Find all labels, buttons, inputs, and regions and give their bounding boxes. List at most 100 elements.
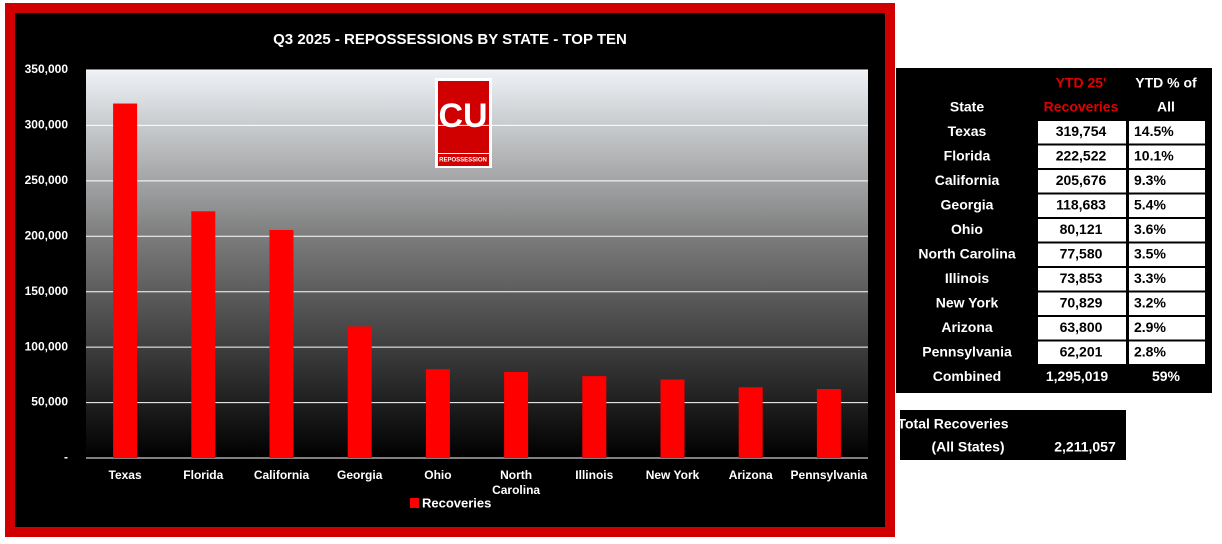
table-cell-text: 319,754 [1056,123,1107,139]
table-header: YTD % of [1135,75,1197,91]
table-cell-text: Ohio [951,221,983,237]
table-cell [1129,243,1205,266]
logo: CU REPOSSESSION [435,78,492,168]
table-cell [1038,243,1126,266]
logo-caption: REPOSSESSION [439,158,487,164]
table-cell-text: California [935,172,1000,188]
x-tick-label: Ohio [424,468,451,482]
bar [269,229,294,458]
y-tick-label: 200,000 [25,228,69,242]
total-box [900,410,1126,460]
bar [738,387,763,458]
table-cell-text: 3.2% [1134,294,1166,310]
table-cell-text: 14.5% [1134,123,1174,139]
table-header: State [950,99,984,115]
y-tick-label: 300,000 [25,118,69,132]
x-tick-label: Arizona [729,468,773,482]
total-value: 2,211,057 [1054,439,1116,455]
table-cell-text: 3.5% [1134,245,1166,261]
table-total-text: 59% [1152,368,1181,384]
table-cell [1038,121,1126,144]
table-cell-text: 70,829 [1060,294,1103,310]
table-cell-text: 10.1% [1134,147,1174,163]
x-tick-label: New York [646,468,700,482]
table-cell-text: Pennsylvania [922,343,1012,359]
logo-mark [438,81,489,153]
bar [582,376,607,458]
total-label: Total Recoveries [897,416,1008,432]
table-cell-text: 62,201 [1060,343,1103,359]
y-tick-label: 350,000 [25,62,69,76]
table-cell-text: 3.6% [1134,221,1166,237]
x-tick-label: California [254,468,310,482]
table-cell-text: Florida [944,147,991,163]
table-cell [1038,292,1126,315]
table-cell [1129,121,1205,144]
legend-label: Recoveries [422,495,491,510]
table-total-text: 1,295,019 [1046,368,1108,384]
table-cell [1038,317,1126,340]
bar [347,326,372,458]
bar [113,103,138,459]
x-tick-label: North Carolina [492,468,540,497]
table-cell-text: North Carolina [918,245,1015,261]
logo-band [438,154,489,166]
legend-swatch [410,498,419,508]
y-tick-label: - [64,450,68,464]
table-header: All [1157,99,1175,115]
table-cell [1129,219,1205,242]
table-cell [1038,145,1126,168]
y-tick-label: 100,000 [25,339,69,353]
table-cell-text: Arizona [941,319,993,335]
logo-text: CU [438,97,487,135]
x-tick-label: Georgia [337,468,383,482]
table-cell [1129,170,1205,193]
bar [660,379,685,458]
table-cell-text: Georgia [941,196,994,212]
table-cell [1038,341,1126,364]
table-cell [1038,219,1126,242]
table-header: YTD 25' [1056,75,1107,91]
y-tick-label: 50,000 [31,395,68,409]
table-total-text: Combined [933,368,1001,384]
table-cell-text: 222,522 [1056,147,1107,163]
bar [816,389,841,458]
table-cell-text: 3.3% [1134,270,1166,286]
table-header: Recoveries [1044,99,1119,115]
x-tick-label: Pennsylvania [791,468,868,482]
table-cell-text: 205,676 [1056,172,1107,188]
bar [191,211,216,458]
table-cell [1129,292,1205,315]
table-cell-text: 9.3% [1134,172,1166,188]
table-cell-text: 77,580 [1060,245,1103,261]
table-cell [1129,317,1205,340]
table-cell-text: Illinois [945,270,990,286]
chart-title: Q3 2025 - REPOSSESSIONS BY STATE - TOP T… [273,31,627,48]
table-cell-text: 2.8% [1134,343,1166,359]
table-cell-text: 2.9% [1134,319,1166,335]
x-tick-label: Illinois [575,468,613,482]
table-cell [1129,145,1205,168]
table-cell-text: Texas [948,123,987,139]
table-cell-text: 63,800 [1060,319,1103,335]
table-cell [1129,268,1205,291]
bar [504,371,529,458]
y-tick-label: 150,000 [25,284,69,298]
x-tick-label: Florida [183,468,223,482]
table-cell [1038,194,1126,217]
table-cell-text: 5.4% [1134,196,1166,212]
y-tick-label: 250,000 [25,173,69,187]
table-cell [1129,194,1205,217]
table-cell-text: 80,121 [1060,221,1103,237]
x-tick-label: Texas [109,468,142,482]
table-cell-text: 73,853 [1060,270,1103,286]
table-cell [1038,268,1126,291]
table-cell [1038,170,1126,193]
table-cell-text: New York [936,294,999,310]
table-cell-text: 118,683 [1056,196,1106,212]
total-label: (All States) [931,439,1004,455]
bar [425,369,450,458]
table-cell [1129,341,1205,364]
